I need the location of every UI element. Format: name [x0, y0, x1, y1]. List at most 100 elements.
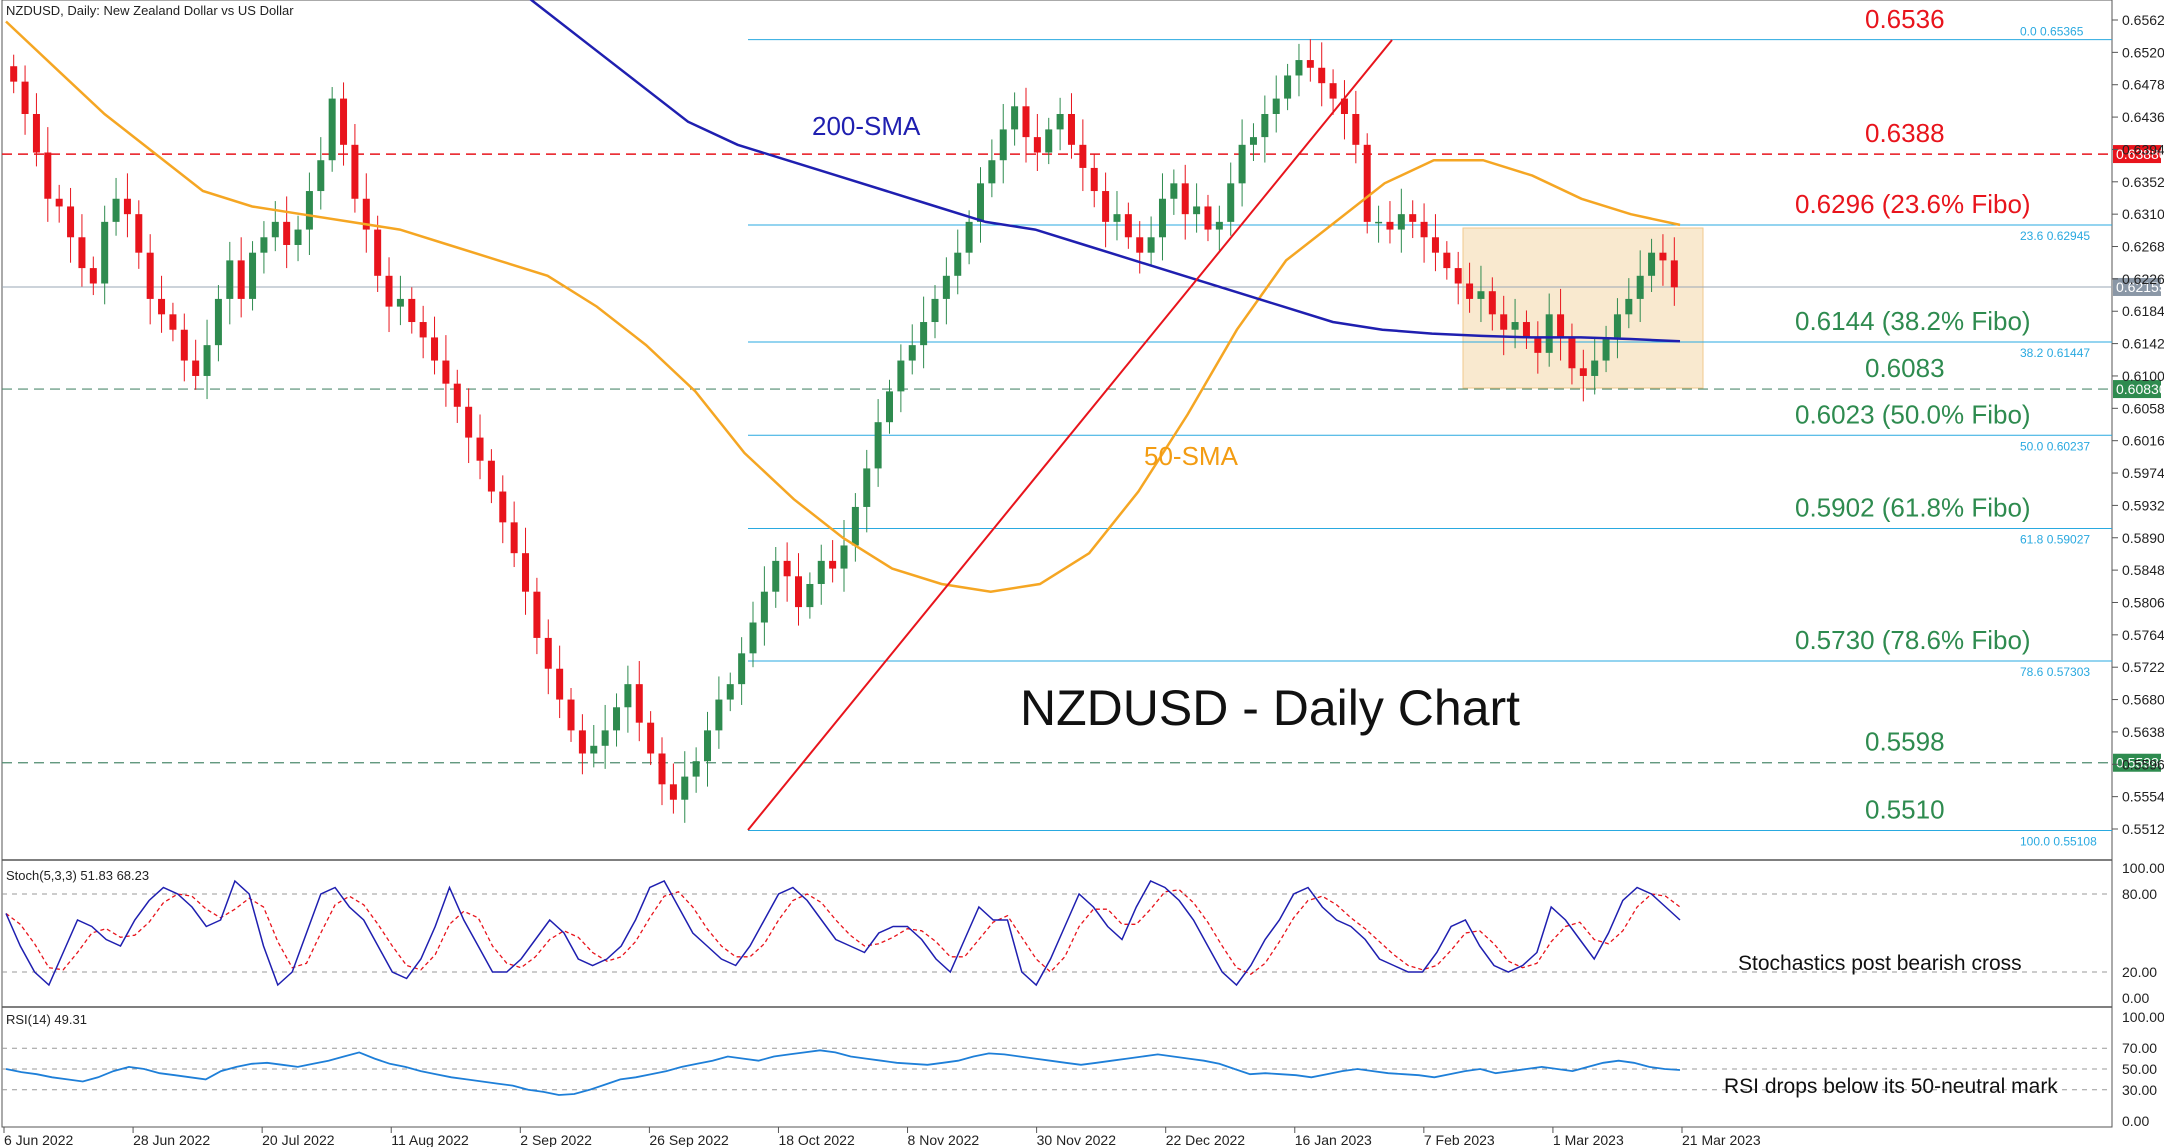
candle-body-1 — [21, 81, 29, 114]
candle-body-9 — [112, 198, 120, 222]
rsi-tick-label-3: 30.00 — [2122, 1082, 2157, 1098]
candle-body-101 — [1158, 198, 1166, 238]
fibo-text-2: 23.6 0.62945 — [2020, 229, 2090, 243]
x-tick-label-12: 1 Mar 2023 — [1553, 1132, 1624, 1147]
sma200-line — [529, 0, 1681, 343]
candle-body-138 — [1579, 368, 1587, 376]
candle-body-35 — [408, 298, 416, 323]
candle-body-103 — [1181, 183, 1189, 215]
candle-body-64 — [738, 653, 746, 685]
candle-body-21 — [249, 252, 257, 299]
candle-body-38 — [442, 360, 450, 384]
candle-body-108 — [1238, 144, 1246, 184]
stoch-label: Stoch(5,3,3) 51.83 68.23 — [6, 868, 149, 883]
candle-body-48 — [556, 668, 564, 700]
candle-body-110 — [1261, 113, 1269, 138]
level-label-7: 0.5730 (78.6% Fibo) — [1795, 625, 2031, 655]
x-tick-label-3: 11 Aug 2022 — [391, 1132, 469, 1147]
candle-body-122 — [1397, 214, 1405, 230]
candle-body-140 — [1602, 337, 1610, 361]
stoch-signal-line — [5, 889, 1681, 975]
candle-body-34 — [396, 298, 404, 307]
candle-body-19 — [226, 260, 234, 299]
candle-body-50 — [578, 730, 586, 754]
level-tag-1: 0.63880 — [2116, 146, 2164, 162]
uptrend-line — [747, 39, 1393, 831]
x-tick-label-7: 8 Nov 2022 — [908, 1132, 980, 1147]
x-tick-label-11: 7 Feb 2023 — [1424, 1132, 1495, 1147]
candle-body-111 — [1272, 98, 1280, 114]
candle-body-62 — [715, 699, 723, 731]
candle-body-67 — [772, 560, 780, 592]
rsi-layer: 100.00 70.00 50.00 30.00 0.00 — [2, 1009, 2164, 1129]
candle-body-123 — [1409, 214, 1417, 222]
levels-layer: 0.0 0.65365 0.6536 0.63880 0.6388 23.6 0.629… — [2, 4, 2164, 849]
candle-body-98 — [1124, 214, 1132, 238]
sma-layer — [5, 0, 1681, 593]
candle-body-126 — [1443, 252, 1451, 269]
stoch-tick-label-2: 20.00 — [2122, 964, 2157, 980]
candle-body-115 — [1318, 67, 1326, 84]
candle-body-137 — [1568, 337, 1576, 369]
candle-body-16 — [192, 360, 200, 376]
candle-body-24 — [283, 221, 291, 245]
candle-body-3 — [44, 152, 52, 199]
rsi-line — [5, 1049, 1681, 1096]
candle-body-136 — [1557, 314, 1565, 338]
candle-body-60 — [692, 761, 700, 777]
candle-body-32 — [374, 229, 382, 276]
fibo-text-7: 78.6 0.57303 — [2020, 665, 2090, 679]
level-tag-bg-4 — [2113, 380, 2161, 399]
rsi-tick-label-2: 50.00 — [2122, 1061, 2157, 1077]
candle-body-95 — [1090, 167, 1098, 192]
candle-body-86 — [988, 160, 996, 184]
stoch-annotation: Stochastics post bearish cross — [1738, 952, 2022, 975]
level-label-8: 0.5598 — [1865, 727, 1945, 757]
level-tag-bg-1 — [2113, 145, 2161, 164]
candle-body-121 — [1386, 221, 1394, 230]
candle-body-94 — [1079, 144, 1087, 168]
stoch-layer: 100.00 80.00 20.00 0.00 — [2, 860, 2164, 1006]
x-tick-label-13: 21 Mar 2023 — [1682, 1132, 1761, 1147]
candle-body-119 — [1363, 144, 1371, 222]
candle-body-30 — [351, 144, 359, 199]
candle-body-56 — [647, 722, 655, 754]
candle-body-69 — [795, 576, 803, 608]
candle-body-68 — [783, 560, 791, 577]
level-tag-bg-8 — [2113, 753, 2161, 772]
candle-body-96 — [1102, 191, 1110, 222]
x-tick-label-5: 26 Sep 2022 — [649, 1132, 729, 1147]
candle-body-49 — [567, 699, 575, 731]
candle-body-2 — [32, 113, 40, 153]
candle-body-57 — [658, 753, 666, 785]
candle-body-33 — [385, 275, 393, 307]
candle-body-109 — [1249, 137, 1257, 145]
candle-body-116 — [1329, 83, 1337, 99]
candle-body-46 — [533, 591, 541, 638]
candle-body-76 — [874, 422, 882, 469]
candle-body-102 — [1170, 183, 1178, 199]
candle-body-82 — [942, 275, 950, 299]
y-tick-label-25: 0.55120 — [2122, 821, 2164, 837]
x-tick-label-0: 6 Jun 2022 — [4, 1132, 73, 1147]
candle-body-18 — [214, 298, 222, 346]
x-tick-label-6: 18 Oct 2022 — [778, 1132, 854, 1147]
